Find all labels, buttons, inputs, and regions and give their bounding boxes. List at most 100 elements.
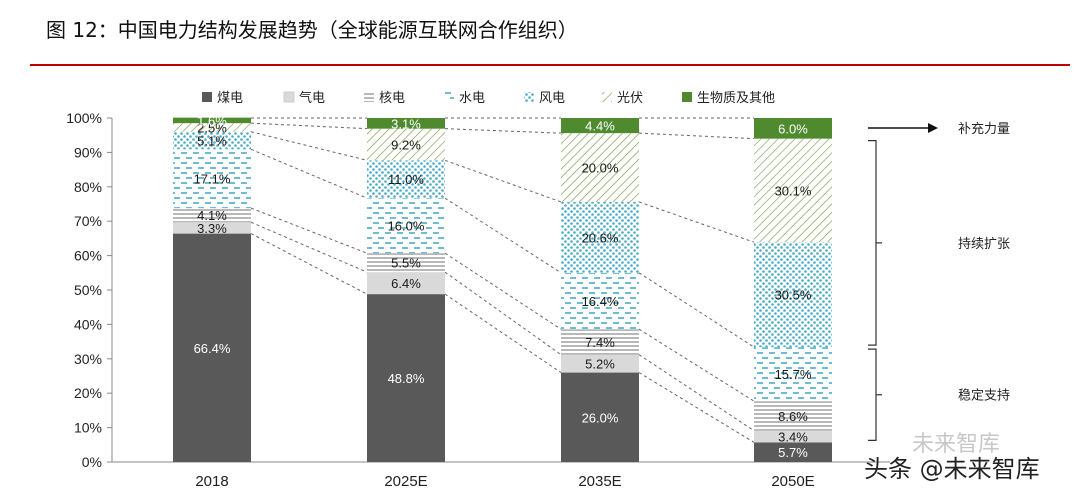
data-label-gas-2025E: 6.4% (391, 276, 421, 291)
y-tick-label: 20% (74, 385, 102, 401)
legend-swatch-gas (283, 91, 295, 103)
connector-line (638, 132, 755, 140)
y-tick-label: 80% (74, 179, 102, 195)
connector-lines (250, 117, 755, 443)
connector-line (250, 131, 368, 161)
bar-segment-coal-2035E (561, 372, 639, 462)
data-label-gas-2018: 3.3% (197, 221, 227, 236)
legend-swatch-nuclear (364, 92, 374, 102)
connector-line (638, 354, 755, 432)
legend-label-hydro: 水电 (459, 90, 485, 105)
connector-line (638, 201, 755, 243)
data-label-hydro-2050E: 15.7% (775, 367, 812, 382)
connector-line (250, 221, 368, 273)
annotation-bracket (868, 140, 877, 346)
legend-label-wind: 风电 (539, 90, 565, 105)
legend-swatch-hydro (444, 92, 454, 102)
legend-label-nuclear: 核电 (379, 90, 405, 105)
connector-line (444, 197, 562, 274)
bar-segment-solar-2025E (367, 128, 445, 161)
x-tick-label: 2050E (771, 473, 814, 490)
bar-segment-gas-2018 (173, 222, 251, 234)
data-label-solar-2025E: 9.2% (391, 137, 421, 152)
bar-segment-hydro-2050E (754, 347, 832, 402)
legend-swatch-solar (602, 92, 612, 102)
connector-line (638, 372, 755, 443)
data-label-bio-2035E: 4.4% (585, 119, 615, 134)
data-label-solar-2018: 2.5% (197, 120, 227, 135)
legend-label-bio: 生物质及其他 (697, 90, 775, 105)
connector-line (444, 252, 562, 330)
bar-segment-coal-2018 (173, 233, 251, 462)
legend: 煤电 气电 核电 水电 风电 光伏 生物质及其他 (202, 90, 775, 105)
annotation-label: 稳定支持 (958, 388, 1010, 403)
legend-label-coal: 煤电 (217, 90, 243, 105)
connector-line (638, 272, 755, 348)
bar-segment-nuclear-2018 (173, 208, 251, 223)
bar-segment-hydro-2035E (561, 272, 639, 330)
y-tick-label: 90% (74, 144, 102, 160)
y-tick-label: 40% (74, 316, 102, 332)
connector-line (250, 122, 368, 130)
bar-segment-coal-2025E (367, 294, 445, 462)
bar-segment-nuclear-2025E (367, 253, 445, 273)
data-label-coal-2025E: 48.8% (388, 371, 425, 386)
y-tick-label: 30% (74, 351, 102, 367)
bar-segment-gas-2035E (561, 354, 639, 373)
data-label-bio-2018: 1.6% (197, 113, 227, 128)
data-label-hydro-2035E: 16.4% (582, 294, 619, 309)
data-label-bio-2050E: 6.0% (778, 121, 808, 136)
bar-segment-wind-2025E (367, 160, 445, 199)
data-label-nuclear-2018: 4.1% (197, 208, 227, 223)
bar-segment-gas-2050E (754, 430, 832, 443)
data-label-wind-2018: 5.1% (197, 134, 227, 149)
legend-label-solar: 光伏 (617, 90, 643, 105)
data-label-wind-2035E: 20.6% (582, 230, 619, 245)
x-tick-label: 2035E (578, 473, 621, 490)
data-label-wind-2025E: 11.0% (388, 172, 424, 187)
data-label-nuclear-2050E: 8.6% (778, 409, 808, 424)
legend-label-gas: 气电 (299, 90, 325, 105)
data-label-solar-2035E: 20.0% (582, 161, 619, 176)
annotation-label: 持续扩张 (958, 236, 1010, 251)
legend-swatch-bio (682, 92, 692, 102)
annotation-bracket (868, 348, 877, 441)
bar-segment-gas-2025E (367, 272, 445, 295)
legend-swatch-wind (524, 92, 534, 102)
y-tick-label: 70% (74, 213, 102, 229)
arrow-head-icon (928, 123, 938, 133)
x-tick-label: 2018 (195, 473, 228, 490)
data-label-gas-2035E: 5.2% (585, 357, 615, 372)
data-label-wind-2050E: 30.5% (775, 288, 812, 303)
connector-line (444, 293, 562, 373)
bar-segment-solar-2035E (561, 133, 639, 202)
connector-line (250, 207, 368, 254)
chart-title: 图 12：中国电力结构发展趋势（全球能源互联网合作组织） (46, 18, 578, 42)
connector-line (444, 159, 562, 203)
bar-segment-nuclear-2035E (561, 329, 639, 355)
data-label-coal-2035E: 26.0% (582, 410, 619, 425)
x-tick-label: 2025E (384, 473, 427, 490)
data-label-hydro-2025E: 16.0% (388, 219, 425, 234)
connector-line (250, 233, 368, 295)
connector-line (250, 148, 368, 199)
data-label-hydro-2018: 17.1% (194, 172, 231, 187)
bar-segment-coal-2050E (754, 442, 832, 462)
y-tick-label: 10% (74, 420, 102, 436)
bar-segment-hydro-2025E (367, 198, 445, 254)
title-divider (30, 64, 1070, 66)
data-label-coal-2050E: 5.7% (778, 445, 808, 460)
y-tick-label: 50% (74, 282, 102, 298)
bar-segment-bio-2018 (173, 117, 251, 124)
x-axis: 2018 2025E 2035E 2050E (195, 473, 814, 490)
bar-segment-bio-2035E (561, 118, 639, 134)
bar-segment-wind-2018 (173, 131, 251, 150)
connector-line (444, 128, 562, 134)
annotation-label: 补充力量 (958, 121, 1010, 136)
connector-line (444, 271, 562, 356)
data-label-gas-2050E: 3.4% (778, 430, 808, 445)
y-tick-label: 60% (74, 248, 102, 264)
bar-segment-wind-2035E (561, 201, 639, 273)
